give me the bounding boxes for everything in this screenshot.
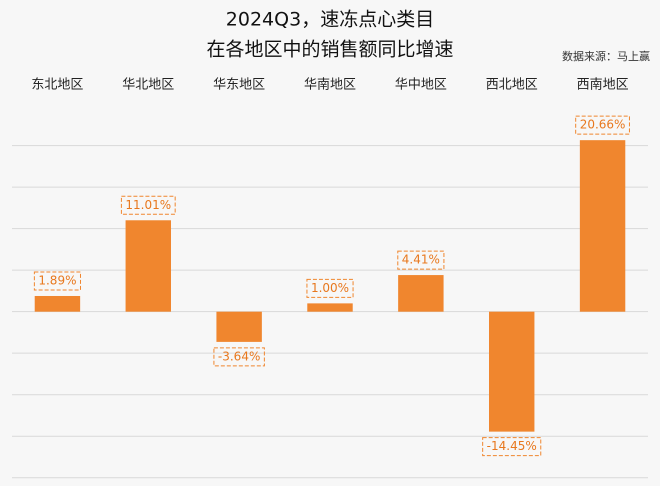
bar	[579, 140, 626, 312]
bar	[398, 275, 444, 312]
x-tick-label: 华中地区	[395, 78, 447, 93]
bar	[34, 295, 81, 312]
bar	[307, 303, 353, 312]
bar	[489, 311, 535, 432]
x-tick-label: 华南地区	[304, 77, 356, 93]
chart-title: 在各地区中的销售额同比增速	[206, 39, 453, 61]
x-tick-label: 西南地区	[577, 77, 629, 93]
x-tick-label: 华东地区	[213, 78, 265, 93]
value-label-box	[575, 115, 630, 135]
source-note: 数据来源：马上赢	[562, 49, 650, 63]
value-label: 1.00%	[311, 281, 349, 295]
value-label-box	[213, 347, 265, 367]
x-tick-label: 东北地区	[31, 78, 83, 93]
value-label: 11.01%	[125, 198, 171, 212]
value-label: -14.45%	[487, 439, 537, 453]
value-label: 4.41%	[402, 253, 440, 267]
value-label-box	[397, 250, 445, 270]
value-label-box	[482, 437, 542, 457]
value-label-box	[306, 278, 354, 298]
value-label: 1.89%	[38, 273, 76, 287]
value-label-box	[120, 195, 176, 215]
bar	[216, 311, 262, 342]
value-label: -3.64%	[218, 349, 260, 363]
x-tick-label: 西北地区	[486, 78, 538, 93]
chart-title: 2024Q3，速冻点心类目	[226, 9, 434, 31]
value-label: 20.66%	[580, 118, 626, 132]
bar	[125, 220, 171, 312]
value-label-box	[33, 271, 81, 291]
x-tick-label: 华北地区	[122, 78, 174, 93]
